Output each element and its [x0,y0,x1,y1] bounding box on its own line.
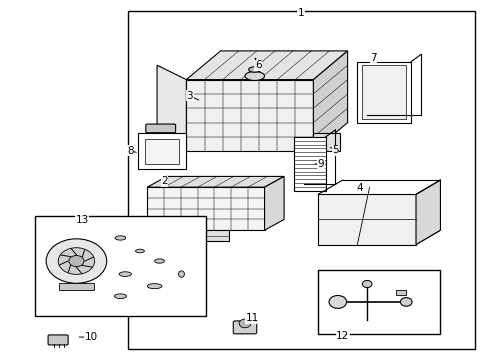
FancyBboxPatch shape [146,124,175,133]
Text: 11: 11 [245,314,259,323]
Bar [301,140,314,148]
Text: 12: 12 [336,331,349,341]
Bar [138,134,186,169]
Polygon shape [147,176,284,187]
Text: 6: 6 [255,60,262,70]
Bar [357,62,411,123]
Bar [147,187,265,230]
Polygon shape [416,180,441,244]
Text: 4: 4 [357,183,363,193]
Ellipse shape [147,284,162,289]
Circle shape [58,248,95,274]
Bar [171,230,229,241]
Polygon shape [314,51,347,151]
Circle shape [46,239,107,283]
Circle shape [239,319,251,328]
Text: 13: 13 [75,215,89,225]
Text: 7: 7 [370,53,377,63]
Ellipse shape [136,249,145,253]
Ellipse shape [178,271,184,277]
Text: 9: 9 [318,159,324,169]
Polygon shape [265,176,284,230]
Text: 5: 5 [332,145,339,155]
Circle shape [329,296,346,309]
Circle shape [362,280,372,288]
FancyBboxPatch shape [233,321,257,334]
Bar [294,137,326,191]
Bar [314,134,340,151]
Ellipse shape [245,72,265,81]
Ellipse shape [119,272,131,276]
Ellipse shape [248,67,261,72]
Bar [186,80,314,151]
Text: 1: 1 [298,8,304,18]
Ellipse shape [114,294,126,298]
Bar [318,270,441,334]
Bar [59,283,94,291]
Bar [145,139,179,164]
Text: 8: 8 [127,145,133,156]
Circle shape [400,298,412,306]
Polygon shape [318,230,441,244]
FancyBboxPatch shape [48,335,68,345]
Bar [35,216,206,316]
Bar [318,194,416,244]
Bar [396,291,406,295]
Bar [362,65,406,119]
Text: 2: 2 [161,176,168,186]
Ellipse shape [155,259,164,263]
Bar [128,12,475,348]
Polygon shape [186,51,347,80]
Text: 10: 10 [84,332,98,342]
Circle shape [69,256,84,267]
Ellipse shape [115,236,126,240]
Polygon shape [157,65,186,151]
Text: 3: 3 [187,91,193,101]
